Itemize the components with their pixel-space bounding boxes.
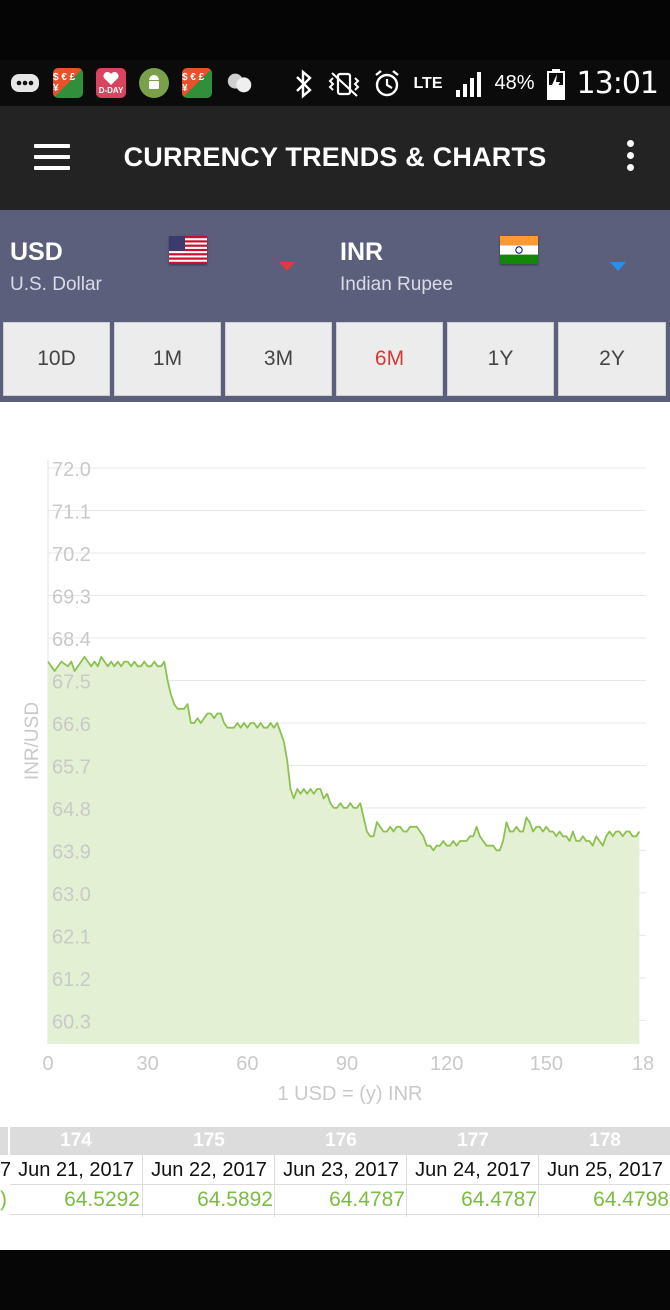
y-tick-label: 62.1 — [52, 926, 91, 948]
d-day-label: D-DAY — [98, 85, 124, 95]
x-tick-label: 120 — [430, 1053, 463, 1075]
y-tick-label: 63.9 — [52, 841, 91, 863]
y-tick-label: 68.4 — [52, 629, 91, 651]
y-axis-label: INR/USD — [22, 702, 43, 780]
message-icon — [10, 68, 40, 98]
range-1m-button[interactable]: 1M — [114, 322, 221, 396]
range-1y-button[interactable]: 1Y — [447, 322, 554, 396]
y-tick-label: 71.1 — [52, 501, 91, 523]
column-divider — [142, 1127, 143, 1217]
chat-bubbles-icon — [225, 68, 255, 98]
y-tick-label: 61.2 — [52, 969, 91, 991]
table-header-partial — [0, 1127, 8, 1155]
top-letterbox — [0, 0, 670, 60]
india-flag-icon — [500, 236, 538, 264]
range-3m-button[interactable]: 3M — [225, 322, 332, 396]
x-tick-label: 150 — [530, 1053, 563, 1075]
column-divider — [274, 1127, 275, 1217]
page-title: CURRENCY TRENDS & CHARTS — [123, 142, 547, 172]
range-10d-button[interactable]: 10D — [3, 322, 110, 396]
d-day-app-icon: D-DAY — [96, 68, 126, 98]
battery-charging-icon — [546, 68, 565, 100]
network-type: LTE — [413, 74, 443, 92]
y-tick-label: 66.6 — [52, 714, 91, 736]
overflow-menu-icon[interactable] — [624, 140, 636, 180]
to-currency-dropdown-icon[interactable] — [610, 262, 626, 271]
table-value: 64.4787 — [275, 1185, 407, 1215]
table-index: 178 — [539, 1127, 670, 1155]
table-value: 64.4787 — [407, 1185, 539, 1215]
table-index: 177 — [407, 1127, 539, 1155]
system-status: LTE 48% 13:01 — [293, 66, 659, 101]
range-6m-button[interactable]: 6M — [336, 322, 443, 396]
table-column[interactable]: 178 Jun 25, 2017 64.4798 — [539, 1127, 670, 1215]
app-bar: CURRENCY TRENDS & CHARTS — [0, 106, 670, 210]
table-index: 175 — [143, 1127, 275, 1155]
to-currency-code: INR — [340, 238, 384, 266]
y-tick-label: 64.8 — [52, 799, 91, 821]
y-tick-label: 65.7 — [52, 756, 91, 778]
table-index: 174 — [10, 1127, 142, 1155]
table-value: 64.5892 — [143, 1185, 275, 1215]
table-column[interactable]: 174 Jun 21, 2017 64.5292 — [10, 1127, 142, 1215]
currency-selector-bar: USD U.S. Dollar INR Indian Rupee — [0, 210, 670, 314]
battery-percent: 48% — [494, 72, 535, 94]
to-currency-name: Indian Rupee — [340, 274, 454, 295]
clock: 13:01 — [576, 66, 659, 101]
table-value: 64.5292 — [10, 1185, 142, 1215]
x-tick-label: 0 — [42, 1053, 53, 1075]
table-date: Jun 24, 2017 — [407, 1155, 539, 1185]
status-bar: $ € £ ¥ D-DAY $ € £ ¥ LTE 48% 13:01 — [0, 60, 670, 106]
x-tick-label: 60 — [236, 1053, 258, 1075]
from-currency-code: USD — [10, 238, 63, 266]
exchange-rate-chart[interactable]: 72.0 71.1 70.2 69.3 68.4 67.5 66.6 65.7 64.8 63.9… — [0, 402, 670, 1122]
column-divider — [406, 1127, 407, 1217]
android-icon — [139, 68, 169, 98]
bottom-letterbox — [0, 1250, 670, 1310]
table-date: Jun 22, 2017 — [143, 1155, 275, 1185]
area-fill — [48, 656, 640, 1044]
table-column[interactable]: 175 Jun 22, 2017 64.5892 — [143, 1127, 275, 1215]
x-tick-label: 30 — [137, 1053, 159, 1075]
notification-icons: $ € £ ¥ D-DAY $ € £ ¥ — [10, 68, 255, 98]
from-currency-dropdown-icon[interactable] — [279, 262, 295, 271]
series-line — [47, 656, 641, 852]
currency-app-icon: $ € £ ¥ — [53, 68, 83, 98]
table-partial-date: 7 — [0, 1159, 10, 1181]
x-tick-label: 18 — [632, 1053, 654, 1075]
table-column[interactable]: 176 Jun 23, 2017 64.4787 — [275, 1127, 407, 1215]
currency-app-icon-2: $ € £ ¥ — [182, 68, 212, 98]
table-date: Jun 21, 2017 — [10, 1155, 142, 1185]
range-2y-button[interactable]: 2Y — [558, 322, 666, 396]
x-axis-label: 1 USD = (y) INR — [277, 1083, 422, 1105]
y-tick-label: 70.2 — [52, 544, 91, 566]
chart-area: 72.0 71.1 70.2 69.3 68.4 67.5 66.6 65.7 64.8 63.9… — [0, 402, 670, 1250]
column-divider — [538, 1127, 539, 1217]
y-tick-label: 69.3 — [52, 586, 91, 608]
y-tick-label: 60.3 — [52, 1011, 91, 1033]
table-partial-value: ) — [0, 1188, 7, 1211]
table-value: 64.4798 — [539, 1185, 670, 1215]
table-column[interactable]: 177 Jun 24, 2017 64.4787 — [407, 1127, 539, 1215]
y-tick-label: 63.0 — [52, 884, 91, 906]
time-range-tabs: 10D 1M 3M 6M 1Y 2Y — [0, 314, 670, 402]
menu-icon[interactable] — [34, 144, 70, 172]
table-date: Jun 25, 2017 — [539, 1155, 670, 1185]
x-tick-label: 90 — [336, 1053, 358, 1075]
to-currency-selector[interactable]: INR Indian Rupee — [330, 210, 660, 314]
from-currency-name: U.S. Dollar — [10, 274, 102, 295]
signal-icon — [455, 71, 481, 97]
bluetooth-icon — [296, 68, 313, 99]
y-tick-label: 67.5 — [52, 671, 91, 693]
alarm-icon — [375, 69, 400, 96]
y-tick-label: 72.0 — [52, 459, 91, 481]
from-currency-selector[interactable]: USD U.S. Dollar — [0, 210, 330, 314]
vibrate-icon — [329, 71, 360, 97]
table-index: 176 — [275, 1127, 407, 1155]
table-date: Jun 23, 2017 — [275, 1155, 407, 1185]
us-flag-icon — [169, 236, 207, 264]
